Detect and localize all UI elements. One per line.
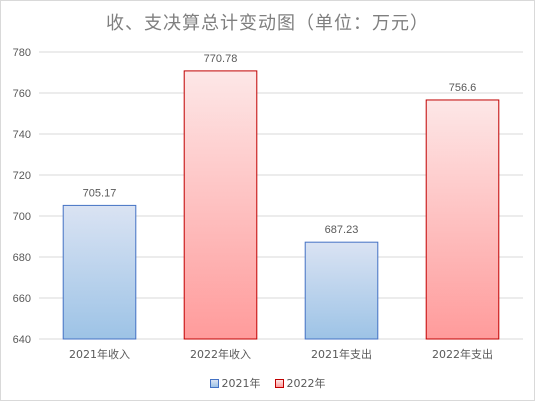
legend-swatch-2021 <box>209 378 219 388</box>
legend-swatch-2022 <box>274 378 284 388</box>
y-tick-label: 740 <box>13 129 31 141</box>
y-tick-label: 640 <box>13 334 31 346</box>
x-tick-label: 2022年收入 <box>190 347 251 361</box>
y-tick-label: 660 <box>13 293 31 305</box>
y-tick-label: 720 <box>13 170 31 182</box>
x-tick-label: 2021年支出 <box>311 347 372 361</box>
legend-label-2022: 2022年 <box>286 377 326 390</box>
data-label: 756.6 <box>449 82 477 94</box>
x-tick-label: 2021年收入 <box>69 347 130 361</box>
bar-1 <box>62 204 137 340</box>
bar-2 <box>183 70 258 340</box>
data-label: 770.78 <box>204 53 238 65</box>
legend-label-2021: 2021年 <box>221 377 261 390</box>
legend-item-2022: 2022年 <box>274 375 326 391</box>
legend: 2021年 2022年 <box>1 375 534 391</box>
y-tick-label: 760 <box>13 88 31 100</box>
data-label: 687.23 <box>325 224 359 236</box>
bar-3 <box>304 241 379 340</box>
y-tick-label: 680 <box>13 252 31 264</box>
data-label: 705.17 <box>83 187 117 199</box>
bar-4 <box>425 99 500 340</box>
chart-title: 收、支决算总计变动图（单位：万元） <box>106 13 429 34</box>
y-tick-label: 700 <box>13 211 31 223</box>
x-tick-label: 2022年支出 <box>432 347 493 361</box>
y-tick-label: 780 <box>13 47 31 59</box>
legend-item-2021: 2021年 <box>209 375 261 391</box>
